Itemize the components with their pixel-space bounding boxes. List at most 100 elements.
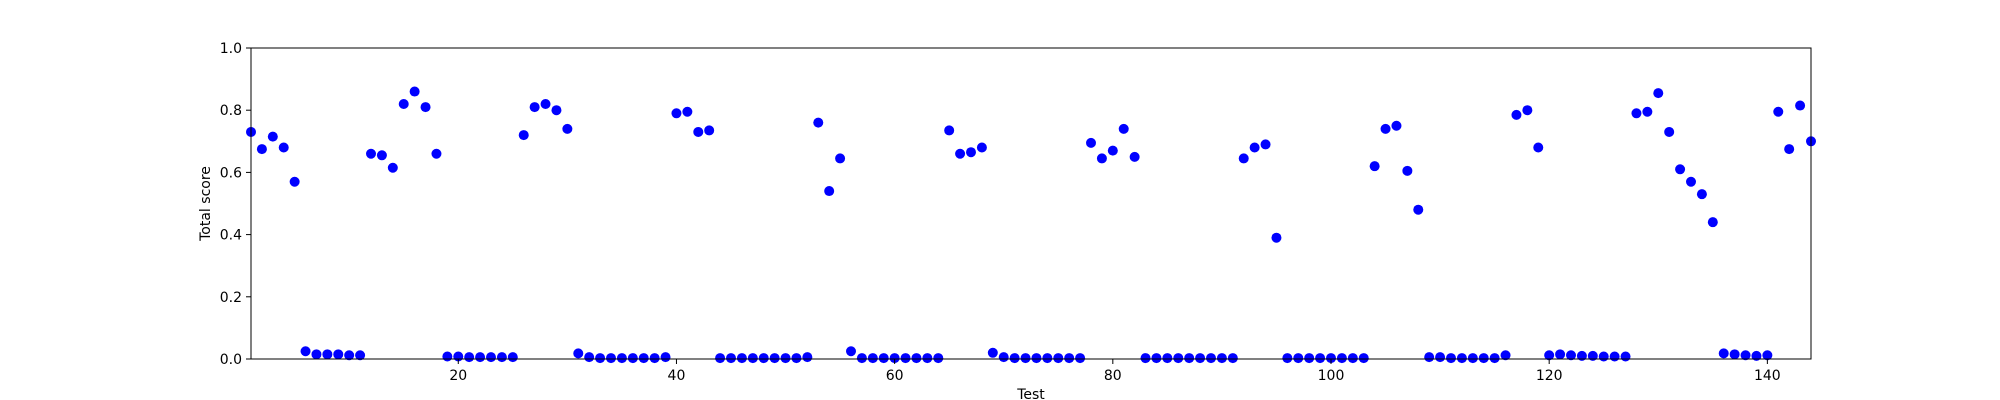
data-point (1315, 353, 1326, 364)
data-point (835, 153, 846, 164)
data-point (1271, 232, 1282, 243)
data-point (1216, 353, 1227, 364)
data-point (1435, 352, 1446, 363)
data-point (366, 148, 376, 159)
x-tick-label: 80 (1104, 368, 1122, 384)
data-point (1096, 153, 1107, 164)
data-point (1598, 351, 1609, 362)
data-point (944, 125, 955, 136)
data-point (1718, 348, 1729, 359)
data-point (1631, 108, 1642, 119)
data-point (1227, 353, 1238, 364)
data-point (682, 106, 693, 117)
y-tick-label: 1.0 (220, 41, 242, 57)
data-point (540, 98, 551, 109)
data-point (922, 353, 933, 364)
data-point (1620, 351, 1631, 362)
data-point (955, 148, 966, 159)
data-point (551, 105, 562, 116)
data-point (398, 98, 409, 109)
data-point (1478, 353, 1489, 364)
data-point (856, 353, 867, 364)
data-point (1304, 353, 1315, 364)
data-point (1707, 217, 1718, 228)
data-point (747, 353, 758, 364)
data-point (1729, 349, 1740, 360)
data-point (998, 352, 1009, 363)
data-point (1544, 350, 1555, 361)
data-point (693, 126, 704, 137)
data-point (769, 353, 780, 364)
data-point (1566, 350, 1576, 361)
data-point (726, 353, 736, 364)
data-point (1336, 353, 1347, 364)
y-tick-label: 0.2 (220, 290, 242, 306)
data-point (289, 176, 300, 187)
data-point (431, 148, 442, 159)
data-point (1511, 109, 1522, 120)
data-point (1293, 353, 1304, 364)
data-point (1053, 353, 1064, 364)
data-point (1118, 123, 1129, 134)
data-point (256, 144, 267, 155)
data-point (1664, 126, 1675, 137)
data-point (573, 348, 584, 359)
data-point (867, 353, 878, 364)
data-point (1129, 151, 1140, 162)
data-point (442, 351, 453, 362)
data-point (267, 131, 278, 142)
x-tick-label: 40 (668, 368, 686, 384)
data-point (355, 350, 366, 361)
x-tick-label: 120 (1536, 368, 1563, 384)
data-point (1740, 350, 1751, 361)
data-point (496, 352, 507, 363)
data-point (475, 352, 486, 363)
data-point (1522, 105, 1533, 116)
data-point (1653, 88, 1664, 99)
data-point (1369, 161, 1380, 172)
data-point (900, 353, 911, 364)
data-point (1467, 353, 1478, 364)
data-point (1162, 353, 1173, 364)
x-tick-label: 20 (449, 368, 467, 384)
data-point (278, 142, 289, 153)
data-point (1347, 353, 1358, 364)
data-point (1358, 353, 1369, 364)
data-point (1184, 353, 1195, 364)
y-tick-label: 0.8 (220, 103, 242, 119)
data-point (1773, 106, 1784, 117)
data-point (1456, 353, 1467, 364)
data-point (671, 108, 682, 119)
data-point (1075, 353, 1086, 364)
data-point (987, 347, 998, 358)
data-point (933, 353, 944, 364)
data-point (1686, 176, 1696, 187)
data-point (595, 353, 606, 364)
data-point (1140, 353, 1151, 364)
x-axis-ticks: 20 40 60 80 100 120 140 (449, 359, 1781, 384)
data-point (1642, 106, 1653, 117)
data-point (736, 353, 747, 364)
data-point (616, 353, 627, 364)
plot-frame (250, 47, 1812, 360)
data-point (911, 353, 922, 364)
data-point (1402, 165, 1413, 176)
data-point (387, 162, 398, 173)
data-point (1424, 352, 1435, 363)
data-point (562, 123, 573, 134)
data-point (311, 349, 322, 360)
data-point (780, 353, 791, 364)
data-point (344, 350, 355, 361)
data-point (1675, 164, 1686, 175)
data-point (1031, 353, 1042, 364)
data-point (518, 130, 529, 141)
data-point (627, 353, 638, 364)
data-point (1238, 153, 1249, 164)
data-point (1555, 349, 1566, 360)
data-point (1064, 353, 1075, 364)
data-point (1413, 204, 1424, 215)
x-tick-label: 140 (1754, 368, 1781, 384)
data-point (660, 352, 671, 363)
data-point (1042, 353, 1053, 364)
